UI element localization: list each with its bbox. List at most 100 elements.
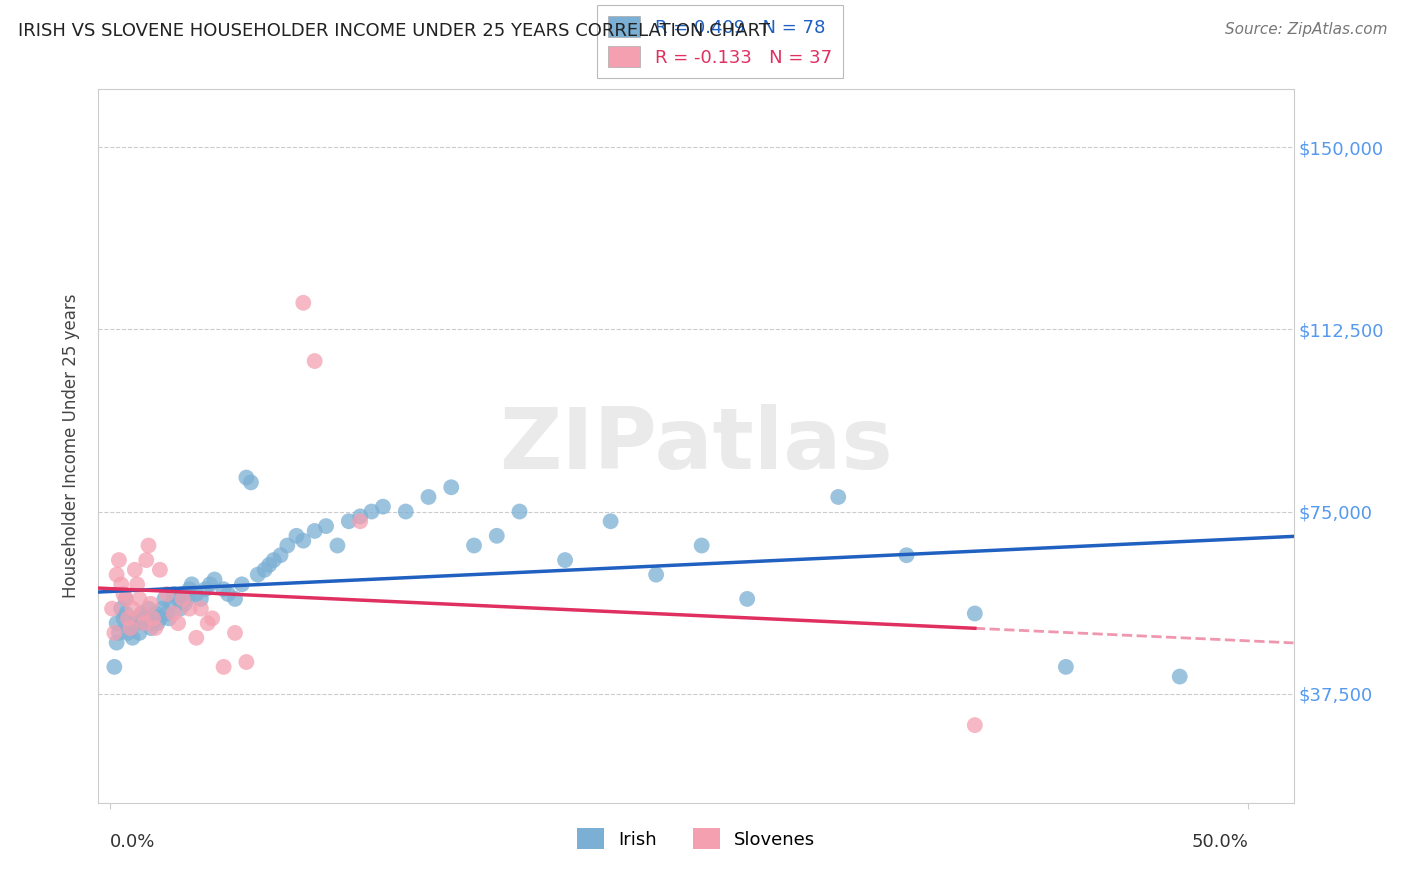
Legend: R = 0.409   N = 78, R = -0.133   N = 37: R = 0.409 N = 78, R = -0.133 N = 37	[598, 5, 842, 78]
Point	[292, 295, 315, 310]
Point	[101, 601, 124, 615]
Point	[315, 519, 337, 533]
Point	[896, 548, 918, 562]
Point	[285, 529, 308, 543]
Point	[463, 539, 485, 553]
Point	[179, 582, 201, 597]
Point	[217, 587, 239, 601]
Point	[162, 587, 184, 601]
Point	[135, 611, 157, 625]
Point	[349, 509, 371, 524]
Point	[167, 616, 190, 631]
Point	[235, 655, 257, 669]
Point	[198, 577, 221, 591]
Point	[326, 539, 349, 553]
Point	[1168, 670, 1191, 684]
Point	[156, 587, 179, 601]
Point	[292, 533, 315, 548]
Point	[128, 626, 150, 640]
Point	[149, 611, 172, 625]
Point	[162, 607, 184, 621]
Point	[143, 621, 166, 635]
Point	[121, 601, 143, 615]
Point	[103, 660, 125, 674]
Point	[690, 539, 713, 553]
Text: ZIPatlas: ZIPatlas	[499, 404, 893, 488]
Point	[204, 573, 226, 587]
Point	[150, 601, 173, 615]
Point	[167, 591, 190, 606]
Point	[176, 591, 198, 606]
Point	[239, 475, 262, 490]
Point	[276, 539, 298, 553]
Point	[180, 577, 202, 591]
Text: 0.0%: 0.0%	[110, 833, 155, 851]
Point	[114, 607, 136, 621]
Point	[124, 563, 146, 577]
Point	[186, 631, 208, 645]
Point	[485, 529, 508, 543]
Point	[138, 601, 160, 615]
Point	[132, 616, 155, 631]
Text: Source: ZipAtlas.com: Source: ZipAtlas.com	[1225, 22, 1388, 37]
Point	[110, 577, 132, 591]
Point	[253, 563, 276, 577]
Point	[509, 504, 531, 518]
Point	[190, 591, 212, 606]
Point	[174, 597, 197, 611]
Point	[337, 514, 360, 528]
Point	[121, 631, 143, 645]
Point	[157, 611, 180, 625]
Point	[108, 626, 131, 640]
Point	[263, 553, 285, 567]
Point	[235, 470, 257, 484]
Point	[153, 591, 176, 606]
Point	[395, 504, 418, 518]
Point	[963, 607, 986, 621]
Point	[160, 597, 183, 611]
Point	[599, 514, 621, 528]
Point	[194, 582, 217, 597]
Point	[112, 611, 135, 625]
Text: 50.0%: 50.0%	[1191, 833, 1249, 851]
Point	[963, 718, 986, 732]
Text: IRISH VS SLOVENE HOUSEHOLDER INCOME UNDER 25 YEARS CORRELATION CHART: IRISH VS SLOVENE HOUSEHOLDER INCOME UNDE…	[18, 22, 770, 40]
Point	[142, 616, 165, 631]
Point	[120, 621, 142, 635]
Point	[128, 591, 150, 606]
Point	[149, 563, 172, 577]
Point	[257, 558, 280, 572]
Point	[108, 553, 131, 567]
Point	[139, 621, 162, 635]
Point	[156, 607, 179, 621]
Point	[645, 567, 668, 582]
Point	[127, 577, 149, 591]
Point	[304, 354, 326, 368]
Point	[172, 587, 194, 601]
Point	[146, 616, 169, 631]
Point	[105, 635, 128, 649]
Point	[120, 621, 142, 635]
Point	[105, 616, 128, 631]
Point	[143, 607, 166, 621]
Legend: Irish, Slovenes: Irish, Slovenes	[568, 819, 824, 858]
Point	[127, 611, 149, 625]
Point	[186, 587, 208, 601]
Point	[117, 626, 139, 640]
Point	[190, 601, 212, 615]
Point	[270, 548, 292, 562]
Point	[142, 611, 165, 625]
Point	[179, 601, 201, 615]
Point	[197, 616, 219, 631]
Point	[114, 591, 136, 606]
Point	[304, 524, 326, 538]
Point	[224, 591, 246, 606]
Point	[201, 611, 224, 625]
Point	[103, 626, 125, 640]
Point	[172, 591, 194, 606]
Point	[135, 553, 157, 567]
Point	[360, 504, 382, 518]
Point	[246, 567, 269, 582]
Point	[131, 607, 153, 621]
Point	[735, 591, 758, 606]
